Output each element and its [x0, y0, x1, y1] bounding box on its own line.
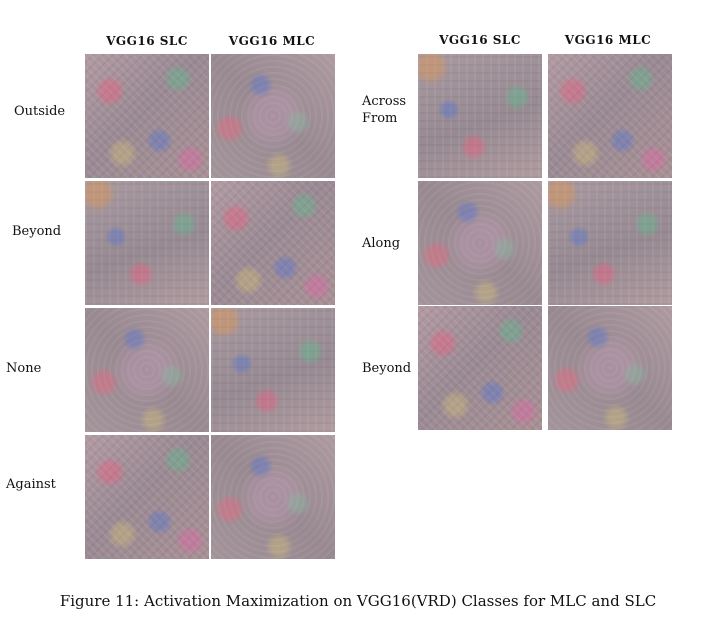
activation-image-right-along-slc — [418, 181, 542, 305]
activation-image-right-beyond-slc — [418, 306, 542, 430]
right-row-label-along: Along — [362, 236, 401, 251]
right-header-mlc: VGG16 MLC — [564, 33, 652, 47]
activation-image-right-beyond-mlc — [548, 306, 672, 430]
activation-image-right-along-mlc — [548, 181, 672, 305]
left-row-label-beyond: Beyond — [12, 224, 62, 239]
right-row-label-across-from: Across From — [362, 94, 407, 126]
left-row-label-outside: Outside — [14, 104, 66, 119]
activation-image-left-outside-slc — [85, 54, 209, 178]
activation-image-left-beyond-mlc — [211, 181, 335, 305]
right-header-slc: VGG16 SLC — [439, 33, 521, 47]
activation-image-left-none-mlc — [211, 308, 335, 432]
right-row-label-beyond: Beyond — [362, 361, 412, 376]
activation-image-left-outside-mlc — [211, 54, 335, 178]
activation-image-left-beyond-slc — [85, 181, 209, 305]
activation-image-left-against-slc — [85, 435, 209, 559]
left-header-mlc: VGG16 MLC — [228, 34, 316, 48]
activation-image-right-across-from-slc — [418, 54, 542, 178]
activation-image-right-across-from-mlc — [548, 54, 672, 178]
left-row-label-none: None — [6, 361, 42, 376]
activation-image-left-none-slc — [85, 308, 209, 432]
activation-image-left-against-mlc — [211, 435, 335, 559]
left-row-label-against: Against — [6, 477, 56, 492]
figure-caption: Figure 11: Activation Maximization on VG… — [59, 592, 657, 610]
left-header-slc: VGG16 SLC — [106, 34, 188, 48]
